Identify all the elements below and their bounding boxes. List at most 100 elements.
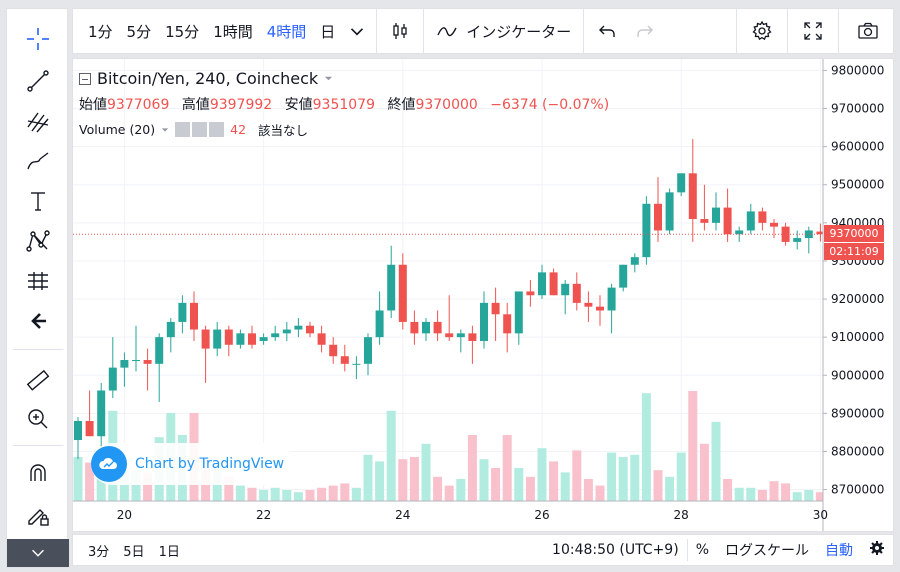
volume-bar [282,490,292,501]
candle-body [364,337,372,364]
candle-body [317,333,326,345]
volume-bar [433,476,443,501]
undo-icon[interactable] [588,8,626,54]
volume-bar [479,459,489,501]
volume-visibility-icon[interactable] [175,122,191,137]
volume-bar [247,487,257,501]
volume-bar [630,454,640,501]
lock-drawings-icon[interactable] [7,495,69,535]
candle-body [781,226,790,242]
tradingview-watermark[interactable]: Chart by TradingView [91,443,295,485]
candle-body [190,302,198,330]
volume-bar [491,468,501,501]
volume-remove-icon[interactable] [209,122,225,137]
candle-body [630,257,639,265]
settings-gear-icon[interactable] [741,8,783,54]
volume-bar [224,476,234,501]
fib-retracement-icon[interactable] [7,101,69,141]
candle-body [746,211,755,231]
volume-bar [537,448,547,501]
hide-toolbar-arrow-icon[interactable] [7,301,69,341]
range-3m[interactable]: 3分 [88,544,110,560]
candle-body [236,333,245,345]
pattern-tool-icon[interactable] [7,221,69,261]
trend-line-icon[interactable] [7,61,69,101]
magnet-icon[interactable] [7,453,69,493]
watermark-text: Chart by TradingView [135,456,285,472]
brush-icon[interactable] [7,141,69,181]
volume-bar [467,435,477,501]
interval-1m[interactable]: 1分 [88,22,113,41]
volume-label[interactable]: Volume (20) [79,122,156,137]
volume-na: 該当なし [258,123,309,138]
range-1d[interactable]: 1日 [158,544,180,560]
candle-body [120,360,129,368]
auto-scale-toggle[interactable]: 自動 [825,543,853,559]
range-5d[interactable]: 5日 [123,544,145,560]
last-price-tag: 9370000 [824,225,884,243]
volume-dropdown-icon[interactable] [161,126,169,134]
volume-bar [73,457,83,501]
price-tick-label: 9600000 [831,140,884,154]
interval-dropdown-chevron-icon[interactable] [342,8,372,54]
log-scale-toggle[interactable]: ログスケール [725,543,809,559]
candle-body [282,329,291,334]
volume-bar [456,479,466,501]
candle-body [155,337,164,364]
candle-body [108,367,117,391]
ruler-icon[interactable] [7,361,69,401]
chart-legend: Bitcoin/Yen, 240, Coincheck 始値9377069 高値… [79,69,609,139]
toolbar-more-icon[interactable] [7,539,69,567]
candlestick-chart[interactable]: 8700000 8800000 8900000 9000000 9100000 92000… [73,59,894,532]
candle-body [433,321,442,334]
time-tick-label: 22 [256,508,271,522]
clock-time[interactable]: 10:48:50 (UTC+9) [552,542,679,558]
candle-style-icon[interactable] [381,8,419,54]
zoom-in-icon[interactable] [7,399,69,439]
camera-icon[interactable] [843,8,893,54]
scale-settings-gear-icon[interactable] [861,540,893,560]
fullscreen-icon[interactable] [792,8,834,54]
candle-body [665,192,674,231]
chart-pane[interactable]: 8700000 8800000 8900000 9000000 9100000 92000… [72,58,894,532]
interval-1h[interactable]: 1時間 [213,22,253,41]
volume-bar [351,487,361,501]
volume-bar [421,443,431,501]
symbol-dropdown-icon[interactable] [324,74,333,83]
volume-settings-icon[interactable] [192,122,208,137]
indicators-button[interactable]: インジケーター [428,8,579,54]
legend-collapse-icon[interactable] [79,72,91,85]
top-toolbar: 1分 5分 15分 1時間 4時間 日 インジケーター [72,8,894,54]
indicator-wave-icon [437,27,457,37]
candle-body [294,325,303,330]
candle-body [178,302,187,322]
price-tick-label: 9700000 [831,102,884,116]
candle-body [468,333,477,341]
close-label: 終値 [387,97,416,113]
volume-bar [525,476,535,501]
candle-body [561,283,570,296]
interval-15m[interactable]: 15分 [165,22,200,41]
text-tool-icon[interactable] [7,181,69,221]
volume-value: 42 [230,122,247,137]
candle-body [375,310,384,338]
candle-body [503,314,512,334]
interval-1d[interactable]: 日 [320,22,336,41]
candle-body [213,329,222,349]
volume-bar [769,481,779,501]
interval-5m[interactable]: 5分 [126,22,152,41]
candle-body [132,360,140,362]
crosshair-icon[interactable] [7,19,69,59]
symbol-title[interactable]: Bitcoin/Yen, 240, Coincheck [97,69,319,88]
candle-body [340,356,349,364]
candle-body [619,264,628,288]
candle-body [259,337,268,341]
percent-scale-toggle[interactable]: % [695,542,709,558]
interval-4h[interactable]: 4時間 [266,22,307,41]
open-label: 始値 [79,97,107,113]
candle-body [201,329,210,349]
candle-body [549,272,558,296]
candle-body [816,231,825,235]
prediction-tool-icon[interactable] [7,261,69,301]
redo-icon[interactable] [626,8,664,54]
